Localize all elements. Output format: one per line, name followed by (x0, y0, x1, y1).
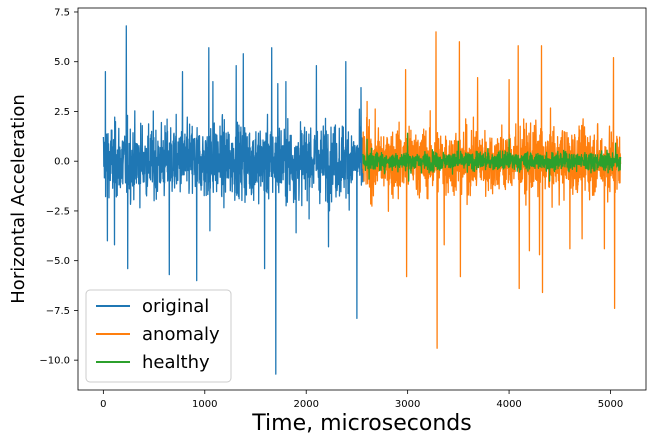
legend-box (85, 289, 232, 383)
series-line-original (102, 25, 364, 375)
y-tick-label: −5.0 (46, 256, 70, 267)
x-tick-label: 0 (100, 399, 106, 410)
x-axis-title: Time, microseconds (251, 411, 471, 434)
y-axis-title: Horizontal Acceleration (8, 94, 29, 303)
y-tick-label: 5.0 (54, 57, 70, 68)
y-tick-label: −10.0 (39, 356, 70, 367)
series-line-healthy (362, 132, 622, 182)
legend-label-original: original (142, 296, 209, 317)
legend-label-anomaly: anomaly (142, 324, 220, 345)
y-tick-label: −2.5 (46, 206, 70, 217)
y-axis-ticks: −10.0 −7.5 −5.0 −2.5 0.0 2.5 5.0 7.5 (39, 7, 78, 367)
plot-lines (102, 25, 622, 375)
legend-label-healthy: healthy (142, 352, 210, 373)
y-tick-label: −7.5 (46, 306, 70, 317)
x-axis-ticks: 0 1000 2000 3000 4000 5000 (100, 390, 623, 410)
plot-frame (77, 7, 647, 391)
y-tick-label: 2.5 (54, 107, 70, 118)
x-tick-label: 1000 (192, 399, 217, 410)
y-tick-label: 7.5 (54, 7, 70, 18)
x-tick-label: 3000 (395, 399, 420, 410)
legend: original anomaly healthy (85, 289, 232, 383)
x-tick-label: 4000 (496, 399, 521, 410)
x-tick-label: 2000 (293, 399, 318, 410)
y-tick-label: 0.0 (54, 157, 70, 168)
x-tick-label: 5000 (598, 399, 623, 410)
series-line-anomaly (362, 31, 622, 349)
